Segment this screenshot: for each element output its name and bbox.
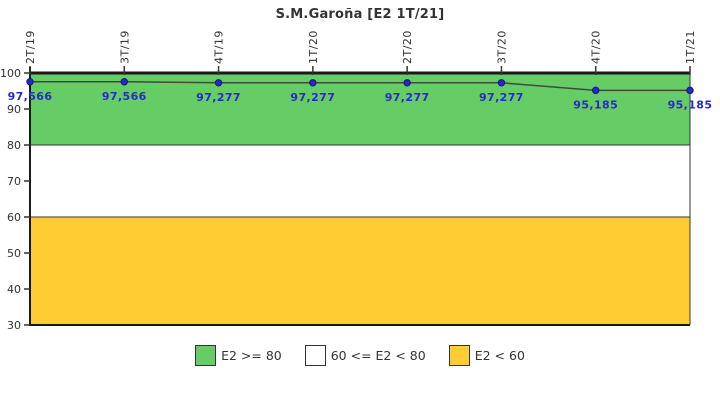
y-tick-label: 40	[7, 283, 21, 296]
legend-swatch-green	[195, 345, 217, 366]
y-tick-label: 60	[7, 211, 21, 224]
legend-label-mid: 60 <= E2 < 80	[330, 348, 426, 363]
data-point-label: 97,277	[196, 91, 241, 104]
data-point-label: 97,277	[290, 91, 335, 104]
chart-svg: 100 90 80 70 60 50 40 30 2T/19 3T/19 4T/19 1T/20 2T/…	[0, 30, 713, 332]
x-tick-label: 3T/19	[118, 30, 131, 64]
y-tick-label: 30	[7, 319, 21, 332]
y-tick-label: 100	[0, 67, 21, 80]
legend-swatch-white	[304, 345, 326, 366]
x-tick-label: 4T/19	[213, 30, 226, 64]
data-point	[497, 79, 506, 87]
data-point	[592, 86, 600, 95]
chart-legend: E2 >= 80 60 <= E2 < 80 E2 < 60	[0, 345, 720, 366]
legend-item-low: E2 < 60	[448, 345, 525, 366]
legend-label-low: E2 < 60	[474, 348, 525, 363]
y-tick-label: 80	[7, 139, 21, 152]
data-point	[686, 86, 694, 95]
x-tick-label: 1T/21	[684, 30, 697, 64]
x-tick-label: 1T/20	[307, 30, 320, 64]
chart-title: S.M.Garoña [E2 1T/21]	[275, 7, 445, 22]
band-1	[30, 145, 690, 217]
data-point	[26, 78, 34, 86]
data-point-label: 97,277	[479, 91, 524, 104]
data-point	[120, 78, 128, 86]
legend-label-high: E2 >= 80	[221, 348, 282, 363]
data-point-label: 95,185	[573, 98, 618, 111]
data-point-label: 97,277	[385, 91, 430, 104]
data-point-label: 95,185	[668, 98, 713, 111]
band-0	[30, 73, 690, 145]
data-point	[214, 79, 223, 87]
data-point-label: 97,566	[8, 90, 53, 103]
x-tick-label: 4T/20	[590, 30, 603, 64]
data-point-label: 97,566	[102, 90, 147, 103]
series-line	[30, 81, 690, 92]
x-tick-label: 2T/20	[401, 30, 414, 64]
band-2	[30, 217, 690, 325]
y-tick-label: 90	[7, 103, 21, 116]
y-tick-label: 70	[7, 175, 21, 188]
data-point	[309, 79, 317, 87]
legend-swatch-yellow	[448, 345, 470, 366]
x-tick-label: 2T/19	[24, 30, 37, 64]
legend-item-mid: 60 <= E2 < 80	[304, 345, 426, 366]
y-tick-label: 50	[7, 247, 21, 260]
legend-item-high: E2 >= 80	[195, 345, 282, 366]
data-point	[403, 79, 411, 87]
x-tick-label: 3T/20	[495, 30, 508, 64]
